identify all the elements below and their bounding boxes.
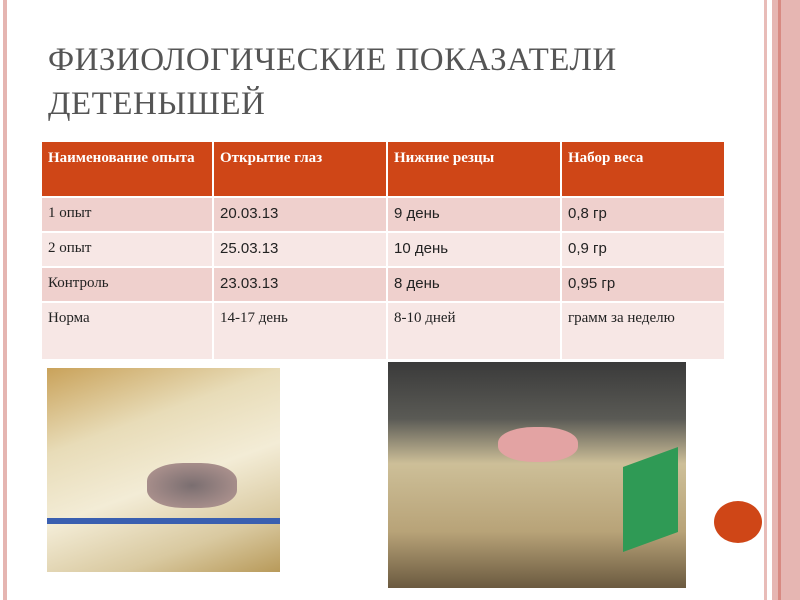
cage-bar: [47, 518, 280, 524]
cell: 23.03.13: [212, 266, 388, 303]
right-border-band: [772, 0, 800, 600]
pups: [498, 427, 578, 462]
cell: 0,9 гр: [560, 231, 726, 268]
table-header-row: Наименование опыта Открытие глаз Нижние …: [40, 140, 726, 198]
table-row: Норма 14-17 день 8-10 дней грамм за неде…: [40, 301, 726, 361]
header-cell: Наименование опыта: [40, 140, 214, 198]
cell: 0,8 гр: [560, 196, 726, 233]
cell: 2 опыт: [40, 231, 214, 268]
decorative-circle: [714, 501, 762, 543]
cell: 8 день: [386, 266, 562, 303]
pups: [147, 463, 237, 508]
photo-pups-in-cage: [388, 362, 686, 588]
header-cell: Открытие глаз: [212, 140, 388, 198]
cell: 10 день: [386, 231, 562, 268]
cell: 0,95 гр: [560, 266, 726, 303]
photo-newborn-pups-in-nest: [47, 368, 280, 572]
cell: 14-17 день: [212, 301, 388, 361]
left-border-decoration: [3, 0, 7, 600]
cell: 20.03.13: [212, 196, 388, 233]
cell: 1 опыт: [40, 196, 214, 233]
cell: 25.03.13: [212, 231, 388, 268]
cell: Норма: [40, 301, 214, 361]
header-cell: Набор веса: [560, 140, 726, 198]
header-cell: Нижние резцы: [386, 140, 562, 198]
green-feeder: [623, 446, 678, 553]
slide-title: ФИЗИОЛОГИЧЕСКИЕ ПОКАЗАТЕЛИ ДЕТЕНЫШЕЙ: [48, 42, 617, 122]
data-table: Наименование опыта Открытие глаз Нижние …: [40, 140, 726, 361]
table-row: 1 опыт 20.03.13 9 день 0,8 гр: [40, 196, 726, 233]
table-row: 2 опыт 25.03.13 10 день 0,9 гр: [40, 231, 726, 268]
cell: 8-10 дней: [386, 301, 562, 361]
cell: Контроль: [40, 266, 214, 303]
right-border-stripe: [778, 0, 781, 600]
cell: грамм за неделю: [560, 301, 726, 361]
cell: 9 день: [386, 196, 562, 233]
table-row: Контроль 23.03.13 8 день 0,95 гр: [40, 266, 726, 303]
right-border-line: [764, 0, 767, 600]
